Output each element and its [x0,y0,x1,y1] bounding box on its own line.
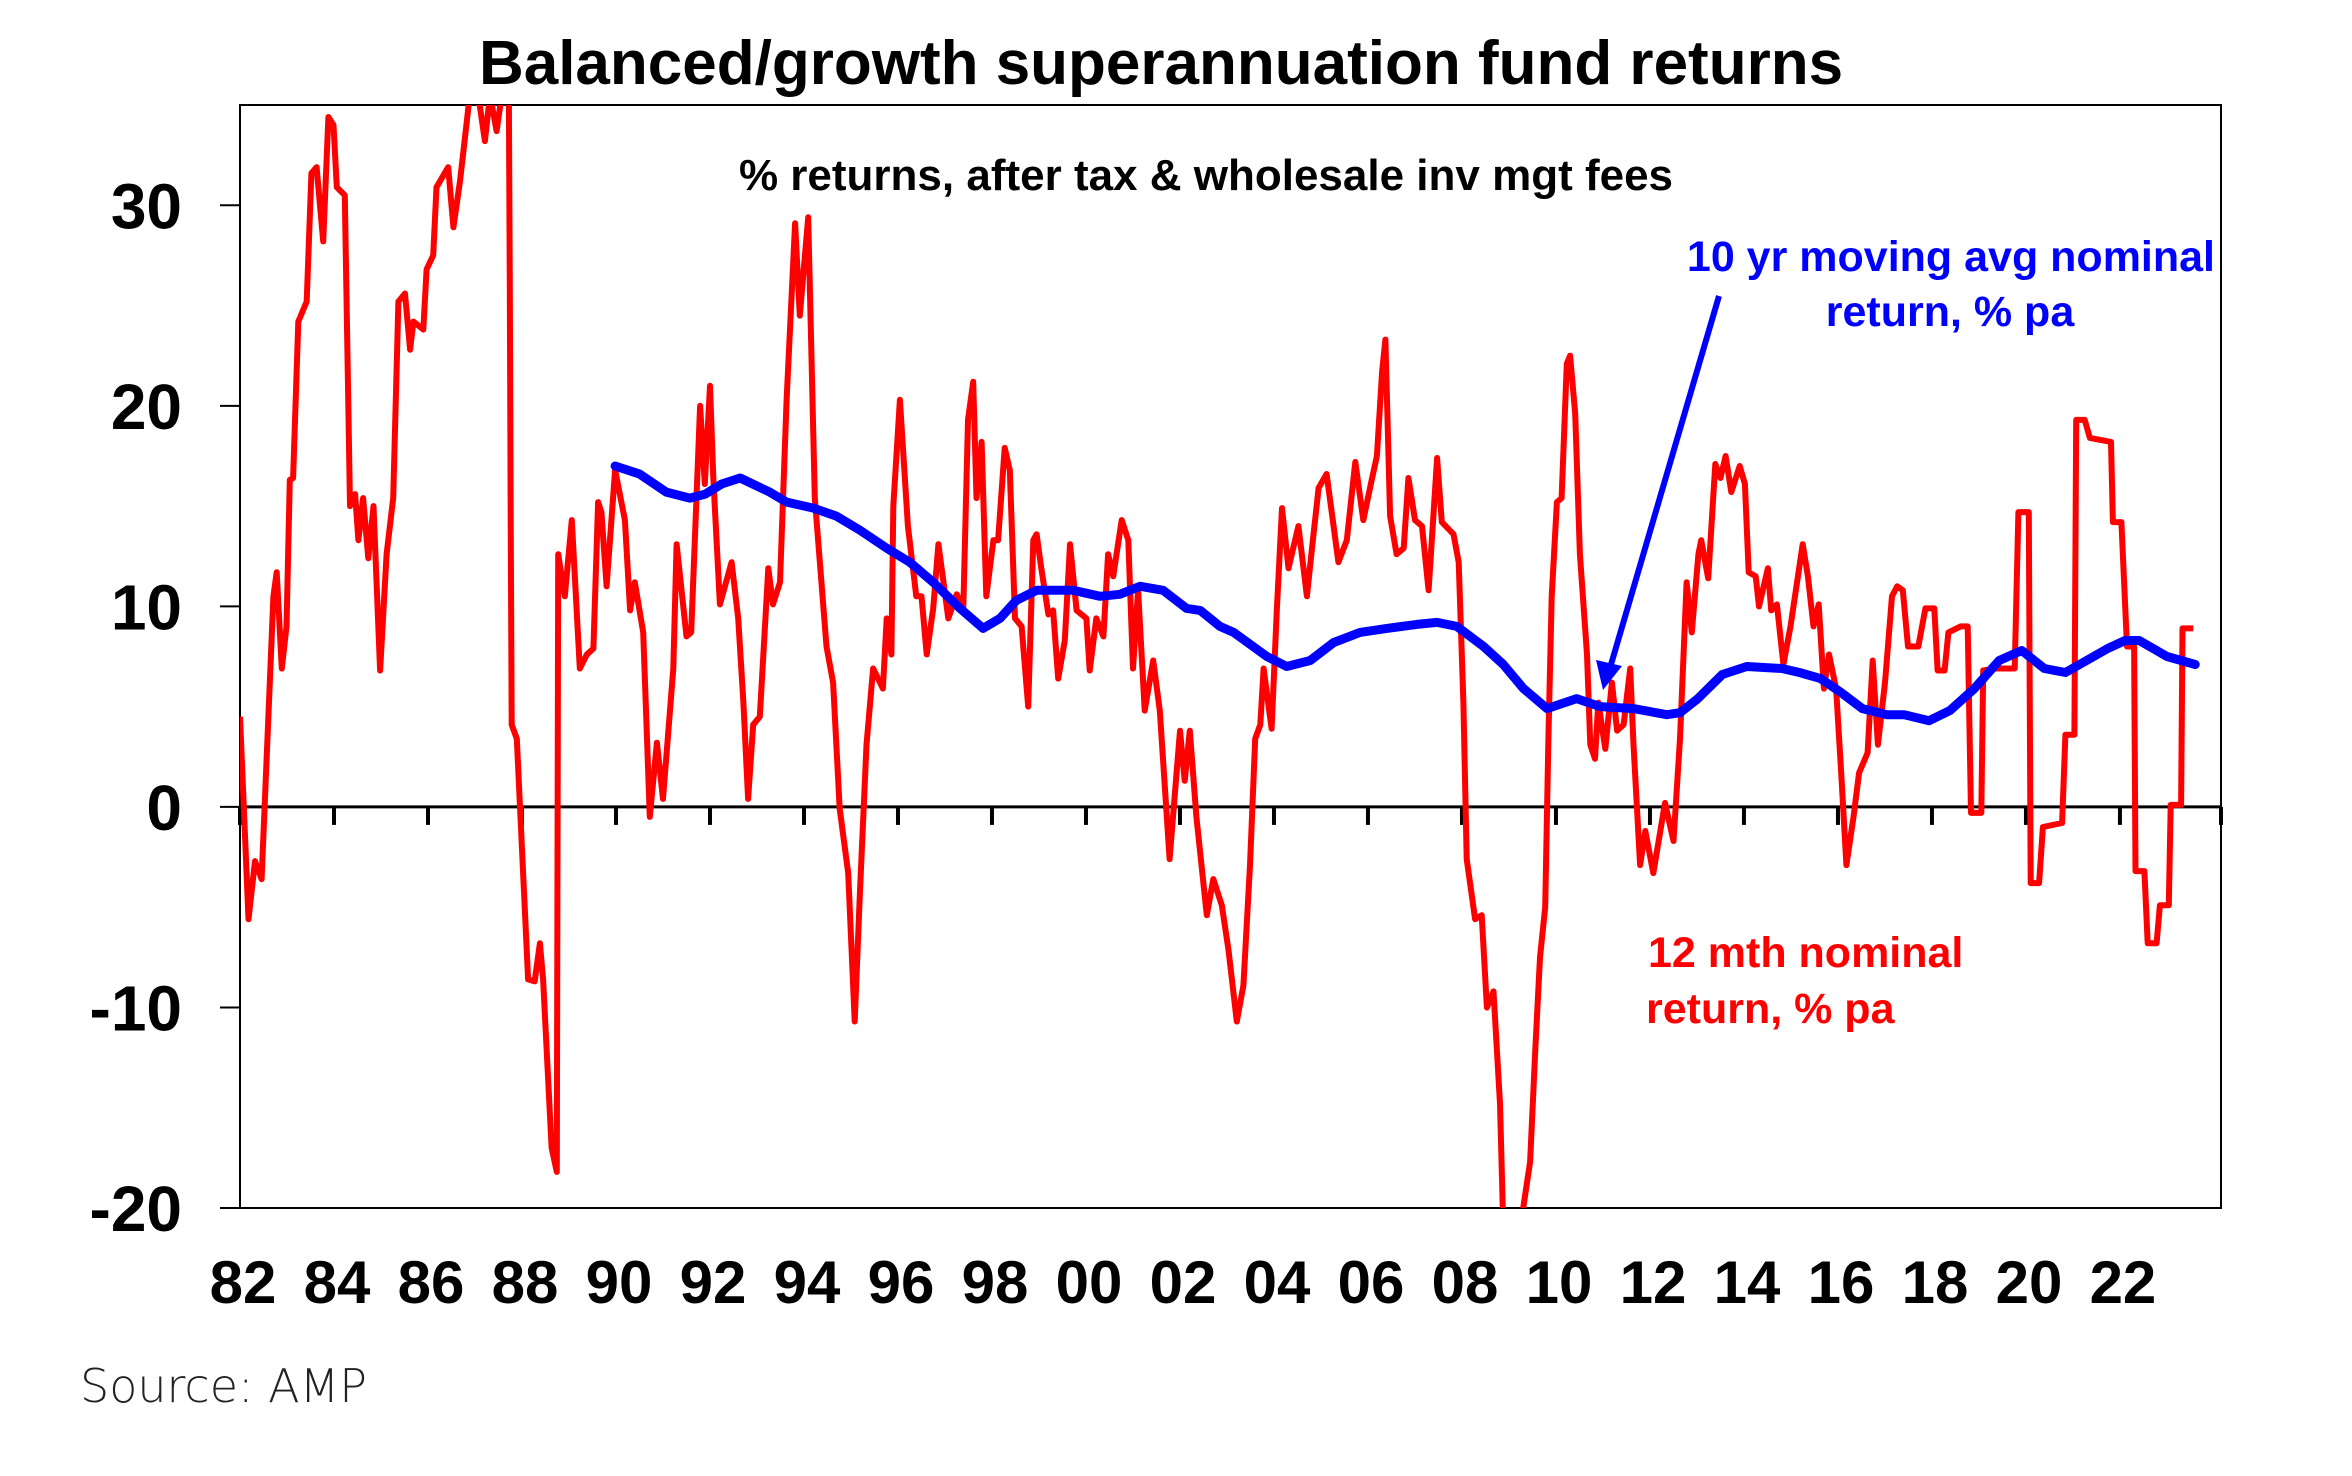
x-tick-label: 14 [1714,1249,1781,1316]
blue-series-label-line1: 10 yr moving avg nominal [1687,233,2215,281]
x-tick-label: 12 [1620,1249,1687,1316]
y-tick-label: 10 [111,571,182,643]
x-tick-label: 88 [492,1249,559,1316]
x-tick-label: 08 [1432,1249,1499,1316]
chart-title: Balanced/growth superannuation fund retu… [479,29,1843,98]
source-note: Source: AMP [80,1359,367,1413]
annotation-arrow [1596,295,1722,690]
y-tick-label: 30 [111,170,182,242]
series-10yr-moving-avg-return [610,461,2200,726]
y-axis: -20 -10 0 10 20 30 [90,170,240,1245]
x-tick-label: 22 [2090,1249,2157,1316]
x-tick-label: 02 [1150,1249,1217,1316]
y-tick-label: 20 [111,371,182,443]
blue-series-label-line2: return, % pa [1826,288,2076,336]
x-tick-label: 82 [210,1249,277,1316]
plot-area [239,104,2222,1209]
y-tick-label: 0 [146,772,182,844]
series-12mth-nominal-return [240,105,2194,1208]
x-tick-label: 94 [774,1249,841,1316]
x-tick-label: 18 [1902,1249,1969,1316]
x-tick-label: 90 [586,1249,653,1316]
x-tick-label: 84 [304,1249,371,1316]
x-tick-label: 20 [1996,1249,2063,1316]
x-tick-label: 10 [1526,1249,1593,1316]
x-tick-label: 96 [868,1249,935,1316]
x-tick-label: 92 [680,1249,747,1316]
y-tick-label: -10 [90,972,183,1044]
chart-subtitle: % returns, after tax & wholesale inv mgt… [739,151,1673,200]
red-series-label-line1: 12 mth nominal [1648,929,1963,977]
y-tick-label: -20 [90,1173,183,1245]
x-tick-label: 16 [1808,1249,1875,1316]
x-tick-label: 04 [1244,1249,1311,1316]
x-tick-label: 00 [1056,1249,1123,1316]
x-tick-label: 98 [962,1249,1029,1316]
x-tick-label: 06 [1338,1249,1405,1316]
red-series-label-line2: return, % pa [1646,985,1896,1033]
x-tick-label: 86 [398,1249,465,1316]
